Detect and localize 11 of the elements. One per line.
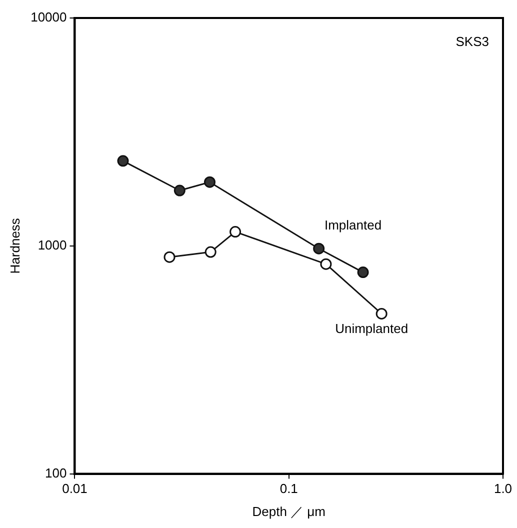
series-label: Implanted	[324, 217, 382, 232]
x-tick-label: 0.1	[280, 481, 298, 496]
x-axis-title: Depth ／ μm	[252, 504, 326, 519]
y-tick-label: 1000	[38, 237, 67, 252]
annotation: SKS3	[456, 34, 489, 50]
x-tick-label: 1.0	[494, 481, 512, 496]
y-axis-title: Hardness	[7, 218, 22, 274]
series-label: Unimplanted	[335, 320, 408, 336]
x-tick-label: 0.01	[62, 481, 88, 496]
y-tick-label: 10000	[30, 10, 67, 25]
y-tick-label: 100	[45, 465, 67, 480]
